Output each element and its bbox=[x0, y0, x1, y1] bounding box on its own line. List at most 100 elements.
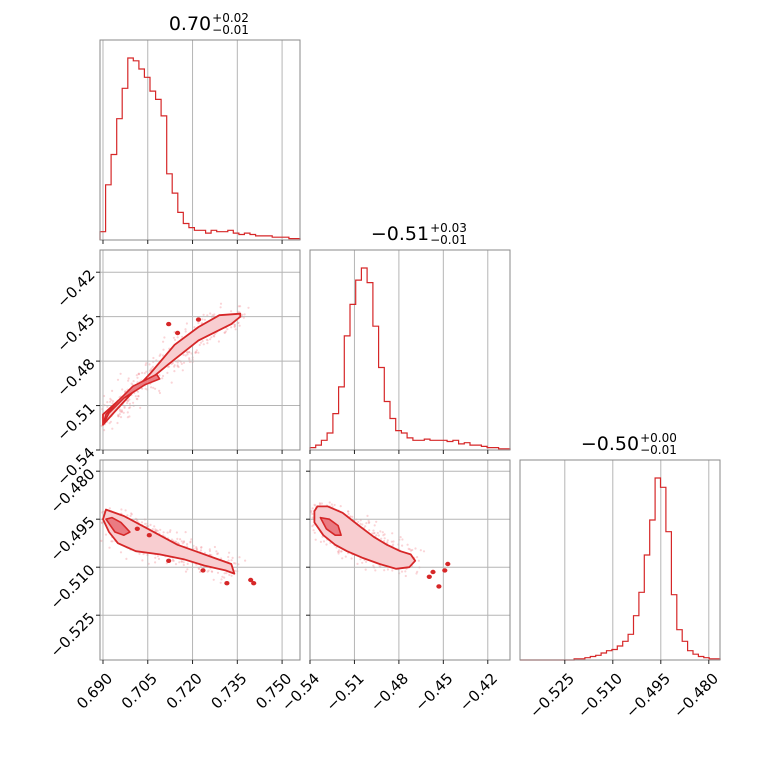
sample-point bbox=[136, 390, 140, 393]
sample-point bbox=[184, 330, 187, 333]
sample-point bbox=[401, 544, 404, 547]
sample-point bbox=[212, 578, 215, 581]
sample-point bbox=[176, 537, 179, 541]
x-tick-label: 0.720 bbox=[163, 670, 206, 713]
sample-point bbox=[391, 532, 394, 535]
sample-point bbox=[233, 323, 236, 326]
sample-point bbox=[244, 559, 247, 562]
sample-point bbox=[223, 331, 226, 334]
sample-point bbox=[212, 334, 215, 337]
sample-point bbox=[139, 406, 142, 409]
sample-point bbox=[119, 551, 123, 554]
sample-point bbox=[152, 356, 155, 360]
sample-point bbox=[206, 314, 209, 317]
y-tick-label: −0.495 bbox=[47, 513, 99, 565]
contour-inner bbox=[105, 516, 131, 536]
sample-point bbox=[237, 563, 240, 566]
sample-point bbox=[392, 540, 395, 543]
sample-point bbox=[154, 556, 157, 559]
sample-point bbox=[383, 533, 386, 536]
sample-point bbox=[197, 567, 200, 570]
y-tick-label: −0.510 bbox=[47, 561, 99, 613]
sample-point bbox=[422, 550, 426, 553]
sample-point bbox=[311, 516, 314, 519]
sample-point bbox=[243, 313, 246, 316]
sample-point bbox=[118, 413, 121, 416]
sample-point bbox=[127, 400, 130, 403]
sample-point bbox=[372, 529, 375, 532]
sample-point bbox=[173, 364, 176, 367]
sample-point bbox=[339, 550, 343, 553]
sample-point bbox=[129, 406, 132, 409]
sample-point bbox=[312, 529, 315, 532]
sample-point bbox=[189, 540, 192, 543]
sample-point bbox=[239, 305, 242, 308]
sample-point bbox=[120, 409, 123, 412]
sample-point bbox=[111, 427, 114, 430]
sample-point bbox=[238, 556, 241, 559]
sample-point bbox=[106, 401, 109, 404]
sample-point bbox=[207, 569, 210, 572]
sample-point bbox=[172, 336, 175, 339]
sample-point bbox=[206, 339, 209, 342]
sample-point bbox=[365, 522, 368, 525]
sample-point bbox=[186, 351, 189, 354]
sample-point bbox=[162, 374, 165, 378]
sample-point bbox=[129, 514, 132, 518]
contour-island bbox=[445, 561, 451, 567]
contour-outer bbox=[313, 505, 417, 570]
sample-point bbox=[383, 569, 386, 572]
sample-point bbox=[149, 368, 152, 371]
sample-point bbox=[230, 326, 233, 329]
sample-point bbox=[371, 532, 374, 535]
x-tick-label: −0.45 bbox=[411, 670, 456, 715]
sample-point bbox=[223, 576, 226, 579]
sample-point bbox=[156, 529, 159, 532]
sample-point bbox=[230, 559, 233, 562]
sample-point bbox=[414, 547, 417, 550]
panel-title-lower-3: −0.01 bbox=[640, 443, 677, 457]
sample-point bbox=[166, 371, 169, 374]
sample-point bbox=[380, 537, 383, 540]
panel-frame bbox=[99, 249, 301, 451]
sample-point bbox=[373, 524, 376, 527]
sample-point bbox=[417, 559, 420, 562]
sample-point bbox=[399, 536, 402, 539]
sample-point bbox=[382, 534, 385, 537]
panel-frames bbox=[99, 39, 721, 661]
sample-point bbox=[220, 578, 223, 581]
sample-point bbox=[104, 533, 108, 536]
sample-point bbox=[174, 563, 178, 566]
sample-point bbox=[406, 543, 409, 546]
sample-point bbox=[159, 528, 162, 531]
sample-point bbox=[215, 550, 218, 553]
x-tick-label: −0.51 bbox=[322, 670, 367, 715]
sample-point bbox=[130, 512, 133, 515]
sample-point bbox=[174, 540, 177, 543]
sample-point bbox=[162, 348, 165, 351]
sample-point bbox=[177, 542, 180, 545]
contour-island bbox=[166, 558, 172, 563]
sample-point bbox=[111, 540, 114, 543]
contour-island bbox=[426, 574, 432, 579]
sample-point bbox=[391, 569, 394, 572]
sample-point bbox=[154, 528, 157, 531]
sample-point bbox=[319, 503, 322, 506]
sample-point bbox=[365, 560, 368, 564]
sample-point bbox=[166, 531, 169, 534]
sample-point bbox=[177, 365, 180, 369]
sample-point bbox=[359, 558, 362, 561]
contour-island bbox=[195, 317, 202, 322]
sample-point bbox=[125, 557, 128, 561]
sample-point bbox=[359, 522, 362, 526]
sample-point bbox=[134, 395, 137, 398]
sample-point bbox=[200, 546, 203, 549]
sample-point bbox=[181, 369, 184, 372]
contour-island bbox=[200, 568, 206, 573]
sample-point bbox=[357, 520, 360, 524]
contour-island bbox=[248, 577, 254, 583]
sample-point bbox=[128, 402, 131, 405]
sample-point bbox=[106, 405, 109, 408]
sample-point bbox=[227, 559, 230, 562]
